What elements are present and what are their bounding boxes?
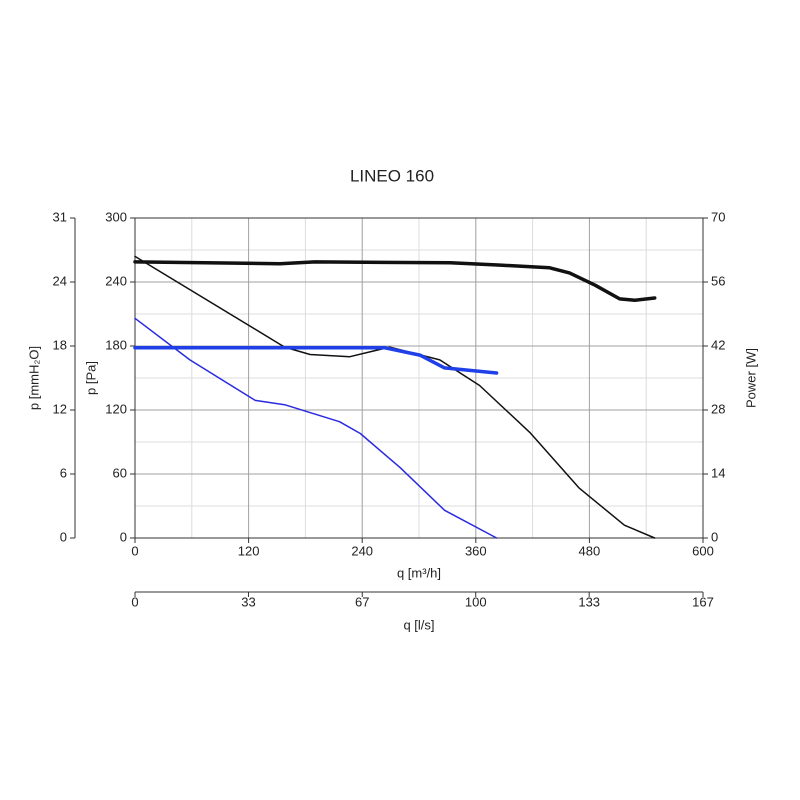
- x-tick-label: 0: [131, 543, 138, 558]
- x2-axis-label: q [l/s]: [403, 617, 434, 632]
- x-tick-label: 240: [351, 543, 373, 558]
- x-axis-label: q [m³/h]: [397, 565, 441, 580]
- series-line: [134, 317, 498, 539]
- y-axis-label: p [Pa]: [83, 361, 98, 395]
- x-tick-label: 120: [238, 543, 260, 558]
- y3-tick-label: 31: [53, 209, 67, 224]
- y3-axis-label: p [mmH₂O]: [26, 346, 41, 410]
- y2-tick-label: 70: [711, 209, 725, 224]
- y3-tick-label: 24: [53, 273, 67, 288]
- y-tick-label: 120: [105, 401, 127, 416]
- x2-tick-label: 100: [465, 594, 487, 609]
- chart-title: LINEO 160: [350, 166, 434, 185]
- y2-axis-label: Power [W]: [743, 348, 758, 408]
- y2-tick-label: 0: [711, 529, 718, 544]
- x-tick-label: 360: [465, 543, 487, 558]
- y2-tick-label: 56: [711, 273, 725, 288]
- x2-tick-label: 133: [578, 594, 600, 609]
- plot-frame: [134, 217, 704, 539]
- x2-tick-label: 167: [692, 594, 714, 609]
- y2-tick-label: 14: [711, 465, 725, 480]
- x-tick-label: 600: [692, 543, 714, 558]
- y3-tick-label: 0: [60, 529, 67, 544]
- x2-tick-label: 0: [131, 594, 138, 609]
- y2-tick-label: 42: [711, 337, 725, 352]
- x-tick-label: 480: [579, 543, 601, 558]
- y-tick-label: 0: [120, 529, 127, 544]
- y-tick-label: 300: [105, 209, 127, 224]
- y2-tick-label: 28: [711, 401, 725, 416]
- series-line: [133, 346, 499, 375]
- series-line: [133, 260, 657, 303]
- y-tick-label: 60: [113, 465, 127, 480]
- series-line: [134, 255, 656, 539]
- y-tick-label: 240: [105, 273, 127, 288]
- y-tick-label: 180: [105, 337, 127, 352]
- y3-tick-label: 12: [53, 401, 67, 416]
- y3-tick-label: 6: [60, 465, 67, 480]
- x2-tick-label: 67: [355, 594, 369, 609]
- x2-tick-label: 33: [241, 594, 255, 609]
- y3-tick-label: 18: [53, 337, 67, 352]
